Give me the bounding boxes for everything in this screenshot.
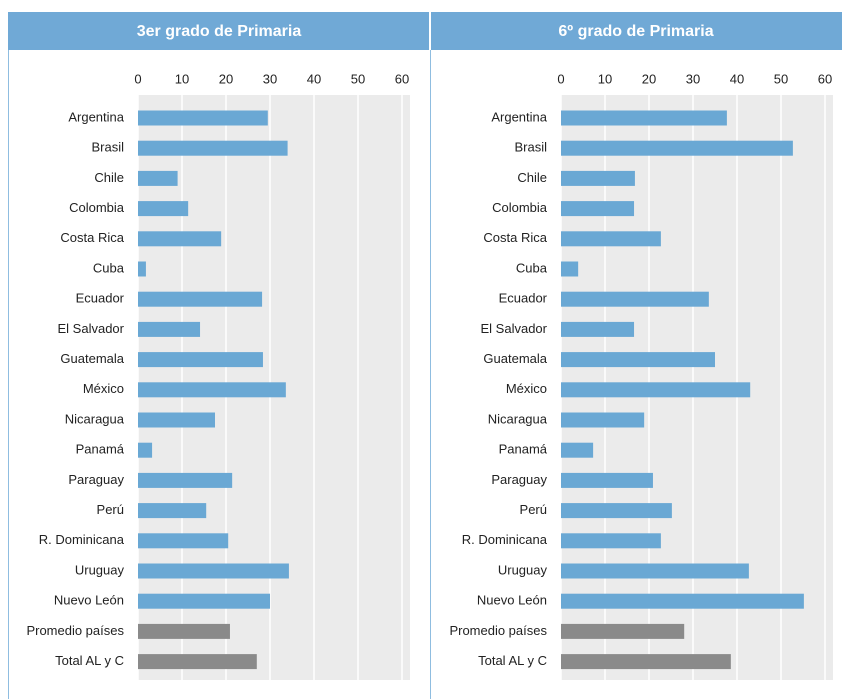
y-tick-label: Argentina [68, 109, 124, 124]
y-tick-label: Costa Rica [483, 230, 547, 245]
bar [561, 503, 672, 519]
bar [561, 563, 749, 579]
y-tick-label: Nuevo León [54, 593, 124, 608]
y-tick-label: Brasil [91, 140, 124, 155]
x-tick-label: 50 [351, 71, 365, 86]
y-tick-label: Nicaragua [65, 411, 125, 426]
bar [561, 321, 635, 337]
y-tick-label: Promedio países [449, 623, 547, 638]
bar [138, 201, 189, 217]
bar [561, 110, 727, 126]
bar [561, 140, 793, 156]
bar [138, 563, 289, 579]
y-tick-label: R. Dominicana [39, 532, 125, 547]
y-tick-label: Uruguay [498, 562, 548, 577]
bar [138, 623, 230, 639]
y-tick-label: Total AL y C [478, 653, 547, 668]
y-tick-label: Nicaragua [488, 411, 548, 426]
x-tick-label: 10 [175, 71, 189, 86]
bar [138, 231, 222, 247]
y-tick-label: Brasil [514, 140, 547, 155]
bar [138, 110, 268, 126]
bar [561, 201, 635, 217]
bar [561, 352, 715, 368]
bar [561, 533, 661, 549]
y-tick-label: Colombia [69, 200, 125, 215]
bar [138, 533, 229, 549]
bar [561, 170, 635, 186]
y-tick-label: Ecuador [499, 291, 548, 306]
y-tick-label: Nuevo León [477, 593, 547, 608]
bar [561, 231, 661, 247]
bar [561, 654, 731, 670]
y-tick-label: El Salvador [481, 321, 548, 336]
bar [138, 382, 286, 398]
y-tick-label: Guatemala [60, 351, 124, 366]
bar [138, 261, 146, 277]
x-tick-label: 20 [642, 71, 656, 86]
x-tick-label: 40 [730, 71, 744, 86]
bar [561, 412, 645, 428]
bar [138, 442, 153, 458]
x-tick-label: 40 [307, 71, 321, 86]
x-tick-label: 30 [263, 71, 277, 86]
bar [138, 170, 178, 186]
y-tick-label: El Salvador [58, 321, 125, 336]
y-tick-label: México [83, 381, 124, 396]
y-tick-label: Perú [97, 502, 124, 517]
bar [561, 472, 653, 488]
y-tick-label: Argentina [491, 109, 547, 124]
panel-title: 6º grado de Primaria [558, 23, 713, 40]
bar [561, 261, 579, 277]
x-tick-label: 0 [557, 71, 564, 86]
y-tick-label: Uruguay [75, 562, 125, 577]
y-tick-label: Total AL y C [55, 653, 124, 668]
x-tick-label: 30 [686, 71, 700, 86]
y-tick-label: Guatemala [483, 351, 547, 366]
bar [138, 503, 207, 519]
y-tick-label: México [506, 381, 547, 396]
y-tick-label: Promedio países [26, 623, 124, 638]
bar [561, 442, 594, 458]
bar [138, 321, 201, 337]
y-tick-label: Cuba [93, 260, 125, 275]
y-tick-label: Chile [94, 170, 124, 185]
y-tick-label: R. Dominicana [462, 532, 548, 547]
y-tick-label: Panamá [499, 442, 548, 457]
y-tick-label: Paraguay [68, 472, 124, 487]
x-tick-label: 20 [219, 71, 233, 86]
x-tick-label: 60 [395, 71, 409, 86]
y-tick-label: Colombia [492, 200, 548, 215]
bar [138, 593, 270, 609]
y-tick-label: Paraguay [491, 472, 547, 487]
bar [561, 382, 751, 398]
panel-title: 3er grado de Primaria [137, 23, 302, 40]
x-tick-label: 50 [774, 71, 788, 86]
bar [138, 654, 257, 670]
bar [138, 472, 233, 488]
x-tick-label: 0 [134, 71, 141, 86]
x-tick-label: 10 [598, 71, 612, 86]
bar [138, 412, 215, 428]
y-tick-label: Cuba [516, 260, 548, 275]
y-tick-label: Ecuador [76, 291, 125, 306]
bar [561, 593, 804, 609]
y-tick-label: Panamá [76, 442, 125, 457]
bar [561, 291, 709, 307]
y-tick-label: Perú [520, 502, 547, 517]
y-tick-label: Chile [517, 170, 547, 185]
bar [138, 140, 288, 156]
y-tick-label: Costa Rica [60, 230, 124, 245]
bar [138, 352, 263, 368]
bar [138, 291, 263, 307]
header-band [8, 12, 842, 50]
bar [561, 623, 685, 639]
x-tick-label: 60 [818, 71, 832, 86]
